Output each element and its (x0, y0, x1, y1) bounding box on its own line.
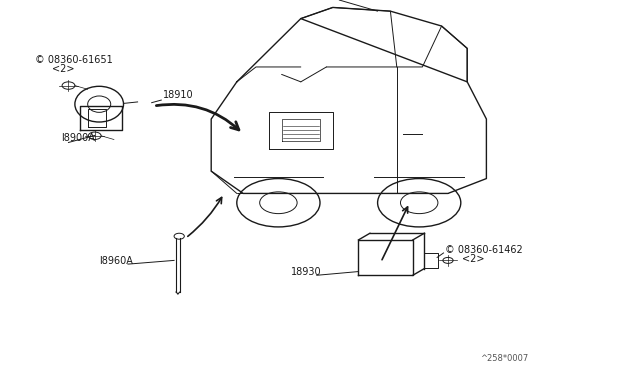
Text: l8960A: l8960A (99, 256, 133, 266)
Text: <2>: <2> (462, 254, 484, 264)
Text: <2>: <2> (52, 64, 75, 74)
Text: 18930: 18930 (291, 267, 322, 277)
Text: ^258*0007: ^258*0007 (480, 354, 528, 363)
Text: © 08360-61651: © 08360-61651 (35, 55, 113, 65)
Text: © 08360-61462: © 08360-61462 (445, 245, 522, 255)
Text: l8900A: l8900A (61, 133, 95, 143)
Text: 18910: 18910 (163, 90, 194, 100)
